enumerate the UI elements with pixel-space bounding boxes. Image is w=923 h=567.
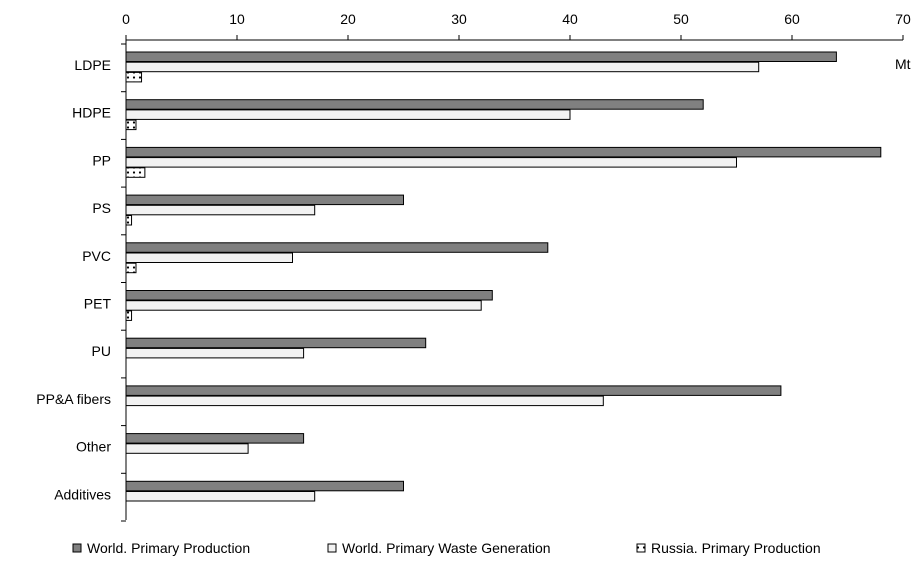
x-tick-label: 10: [229, 11, 245, 27]
category-label: LDPE: [74, 57, 111, 73]
bar-1: [125, 194, 404, 206]
bar-2: [125, 347, 305, 359]
category-label: PS: [92, 200, 111, 216]
bar-2: [125, 204, 316, 216]
legend-swatch: [72, 543, 82, 553]
bar-3: [125, 167, 146, 178]
bar-2: [125, 252, 293, 263]
x-tick-label: 20: [340, 11, 356, 27]
category-label: PET: [84, 296, 112, 312]
bar-2: [125, 300, 482, 311]
bar-2: [125, 491, 316, 502]
bar-1: [125, 480, 404, 492]
bar-1: [125, 433, 305, 444]
y-axis: LDPE HDPE PP PS PVC PET PU PP&A fibers Other Addi…: [36, 40, 127, 522]
x-tick-label: 60: [784, 11, 800, 27]
bar-1: [125, 146, 882, 158]
unit-label: Mt: [895, 56, 911, 72]
bar-1: [125, 290, 493, 301]
legend-label: Russia. Primary Production: [651, 540, 821, 556]
bar-3: [125, 71, 143, 83]
category-label: HDPE: [72, 105, 111, 121]
x-tick-label: 50: [673, 11, 689, 27]
category-label: PVC: [82, 248, 111, 264]
bar-3: [125, 119, 137, 131]
bars: [125, 51, 882, 502]
legend-swatch: [327, 543, 337, 553]
x-tick-label: 0: [122, 11, 130, 27]
x-axis: 0 10 20 30 40 50 60 70: [122, 11, 911, 41]
legend-swatch: [636, 543, 646, 553]
bar-2: [125, 157, 737, 168]
bar-3: [125, 215, 133, 226]
bar-3: [125, 310, 133, 321]
bar-1: [125, 51, 837, 62]
legend-label: World. Primary Production: [87, 540, 250, 556]
category-label: PU: [92, 343, 111, 359]
bar-2: [125, 109, 571, 120]
x-tick-label: 30: [451, 11, 467, 27]
bar-1: [125, 99, 704, 110]
category-label: PP: [92, 152, 111, 168]
legend-label: World. Primary Waste Generation: [342, 540, 551, 556]
bar-2: [125, 61, 760, 73]
bar-1: [125, 385, 782, 396]
x-tick-label: 40: [562, 11, 578, 27]
bar-2: [125, 443, 249, 454]
bar-1: [125, 337, 427, 349]
bar-2: [125, 395, 604, 407]
bar-1: [125, 242, 549, 253]
category-label: Additives: [54, 486, 111, 502]
bar-3: [125, 262, 137, 274]
category-label: PP&A fibers: [36, 391, 111, 407]
category-label: Other: [76, 439, 111, 455]
legend: World. Primary Production World. Primary …: [72, 540, 821, 556]
x-tick-label: 70: [895, 11, 911, 27]
